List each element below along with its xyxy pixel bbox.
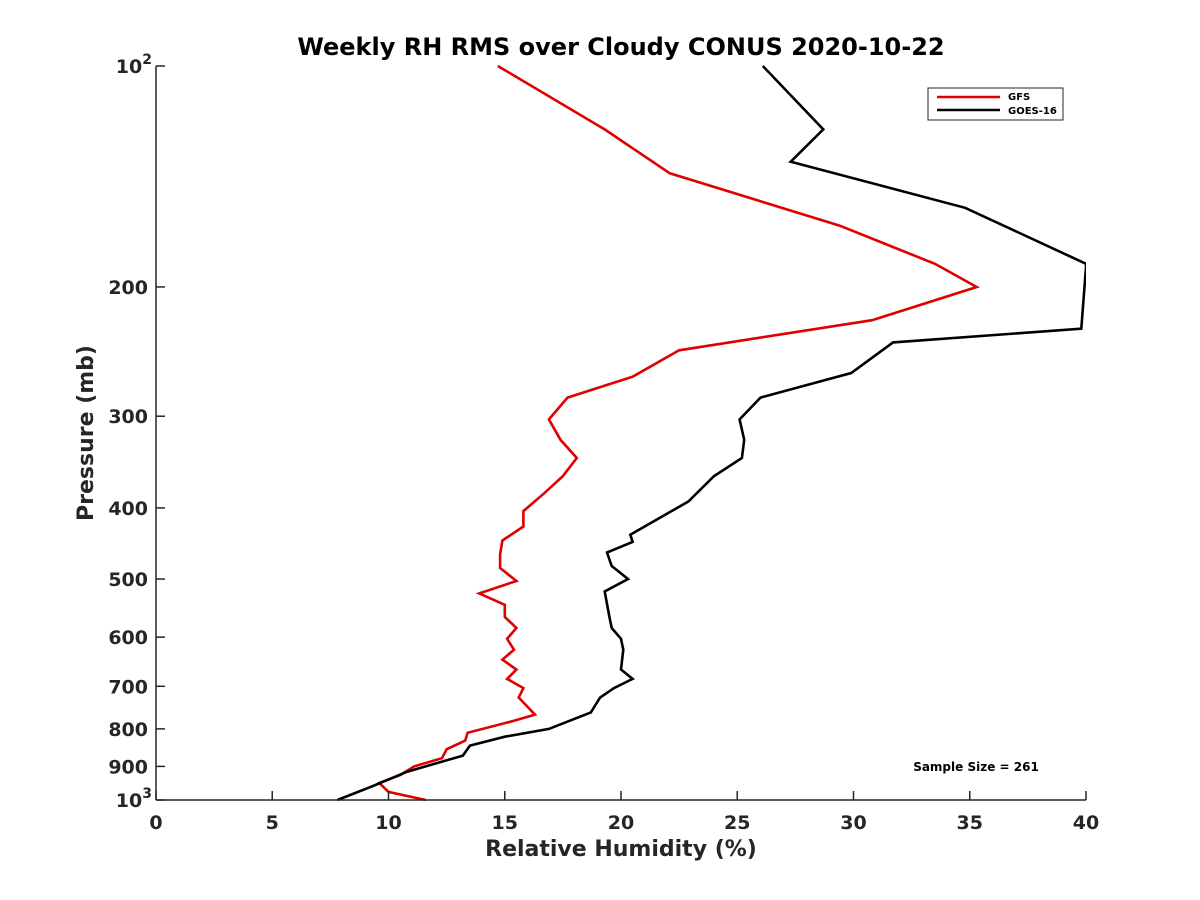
series-line-goes-16	[336, 65, 1086, 802]
legend-box	[927, 87, 1064, 121]
sample-size-annotation: Sample Size = 261	[913, 760, 1039, 774]
legend: GFS GOES-16	[927, 87, 1064, 121]
x-tick-label: 20	[608, 812, 634, 834]
x-tick-label: 10	[375, 812, 401, 834]
x-tick-label: 5	[266, 812, 279, 834]
x-tick-label: 15	[492, 812, 518, 834]
y-tick-label: 500	[108, 569, 148, 591]
y-tick-label: 400	[108, 498, 148, 520]
chart-title: Weekly RH RMS over Cloudy CONUS 2020-10-…	[297, 33, 944, 61]
y-tick-label: 103	[116, 786, 152, 812]
y-tick-label: 800	[108, 719, 148, 741]
y-tick-label: 300	[108, 406, 148, 428]
x-tick-label: 35	[957, 812, 983, 834]
y-tick-label-exponent: 3	[142, 786, 152, 802]
y-axis-label: Pressure (mb)	[74, 345, 99, 521]
x-tick-label: 30	[840, 812, 866, 834]
y-tick-label-base: 10	[116, 790, 142, 812]
y-tick-label: 900	[108, 756, 148, 778]
series-layer	[336, 64, 1086, 802]
series-line-gfs	[376, 64, 980, 802]
y-tick-label-exponent: 2	[142, 52, 152, 68]
y-tick-label: 200	[108, 277, 148, 299]
legend-label-gfs: GFS	[1008, 92, 1030, 103]
x-axis-ticks: 0 5 10 15 20 25 30 35 40	[149, 791, 1099, 834]
x-tick-label: 40	[1073, 812, 1099, 834]
legend-label-goes-16: GOES-16	[1008, 106, 1057, 117]
x-axis-label: Relative Humidity (%)	[485, 837, 757, 862]
x-tick-label: 0	[149, 812, 162, 834]
y-tick-label: 700	[108, 676, 148, 698]
x-tick-label: 25	[724, 812, 750, 834]
y-tick-label: 600	[108, 627, 148, 649]
y-tick-label: 102	[116, 52, 152, 78]
y-tick-label-base: 10	[116, 56, 142, 78]
